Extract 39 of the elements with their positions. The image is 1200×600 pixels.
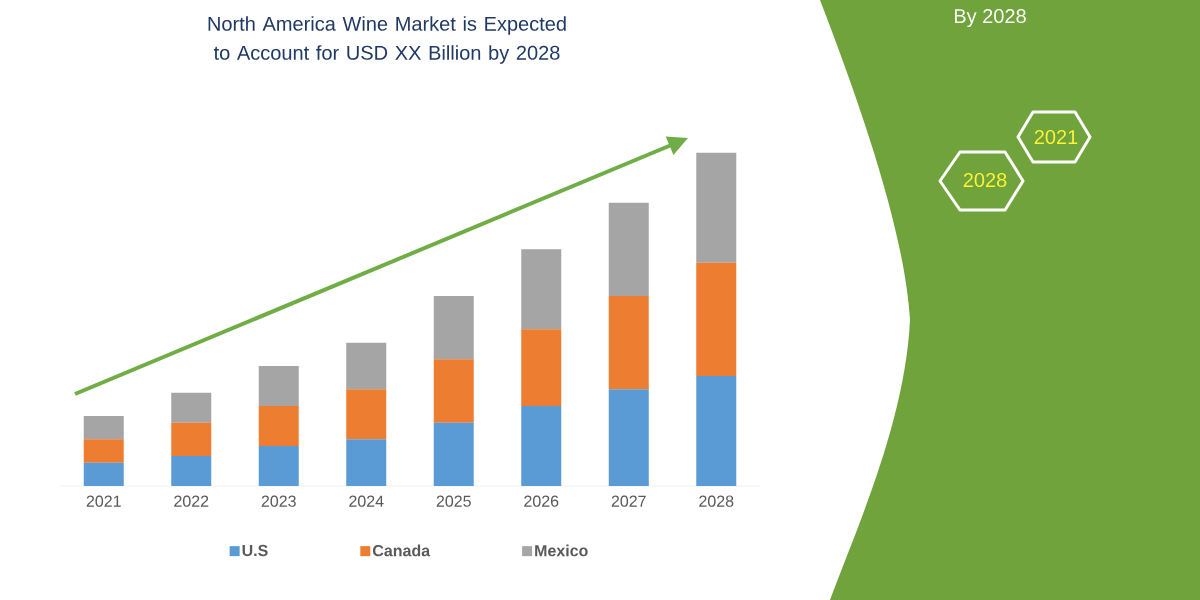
bar: [171, 456, 212, 486]
bar: [521, 249, 562, 330]
bar: [696, 376, 737, 486]
x-tick-label: 2022: [174, 495, 209, 507]
text: 2021: [1034, 129, 1078, 145]
legend-label: U.S: [242, 544, 268, 557]
chart-title: North America Wine Market is Expected to Account for USD XX Billion by 2028: [208, 16, 566, 64]
legend-label: Mexico: [535, 544, 588, 557]
x-tick-label: 2025: [436, 495, 471, 507]
bar: [521, 406, 562, 486]
bar: [171, 392, 212, 423]
text: By 2028: [954, 8, 1026, 28]
bar: [346, 439, 387, 486]
bar: [521, 329, 562, 406]
x-tick-label: 2026: [524, 495, 559, 507]
bar: [83, 462, 124, 486]
bar: [696, 262, 737, 376]
legend-label: Canada: [372, 544, 431, 557]
bar: [258, 446, 299, 486]
bar: [83, 416, 124, 440]
bar: [258, 366, 299, 406]
x-tick-label: 2027: [611, 495, 646, 507]
bar: [171, 422, 212, 456]
bar: [346, 389, 387, 440]
x-tick-label: 2021: [86, 495, 121, 507]
x-tick-label: 2024: [349, 495, 384, 507]
bar: [258, 406, 299, 446]
bar: [608, 202, 649, 296]
bar: [433, 422, 474, 486]
bar: [696, 152, 737, 263]
text: 2028: [963, 172, 1007, 188]
x-tick-label: 2028: [699, 495, 734, 507]
bar: [608, 389, 649, 486]
x-tick-label: 2023: [261, 495, 296, 507]
bar: [346, 342, 387, 390]
bar: [83, 439, 124, 463]
bar: [433, 359, 474, 423]
bar: [433, 296, 474, 360]
bar: [608, 296, 649, 390]
